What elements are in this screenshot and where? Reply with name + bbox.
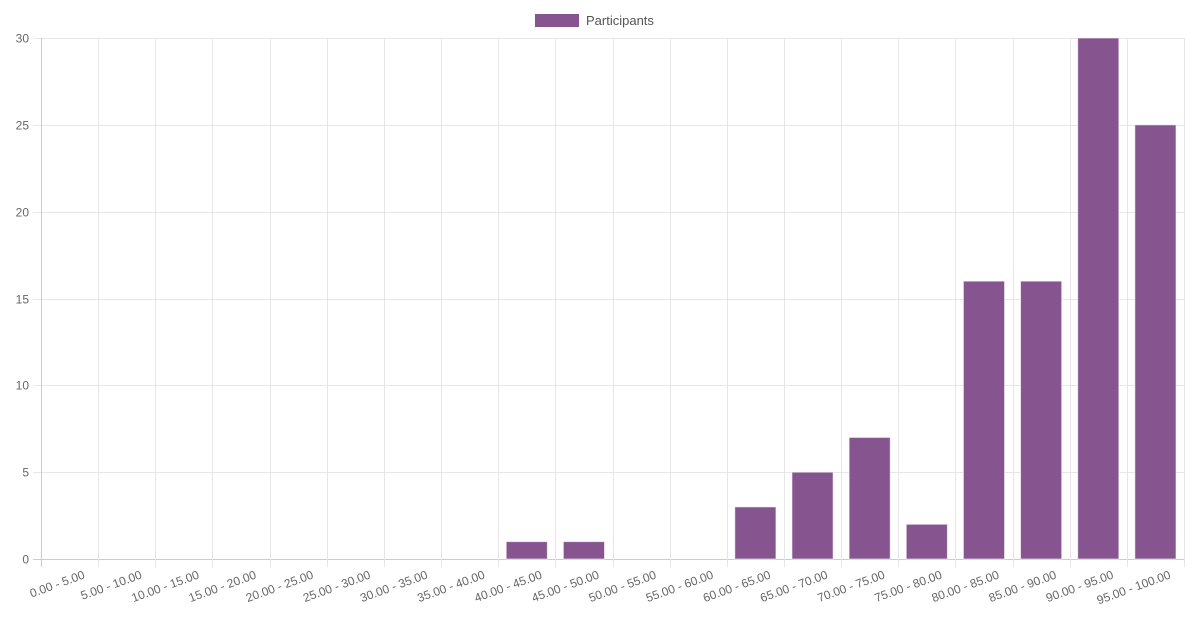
bar-70-00-75-00[interactable]	[848, 436, 891, 560]
legend-swatch[interactable]	[535, 14, 579, 27]
y-tick-label: 10	[16, 379, 30, 393]
y-tick-label: 0	[22, 553, 29, 567]
bar-45-00-50-00[interactable]	[562, 541, 605, 560]
grid-lines	[33, 38, 1185, 567]
bars	[505, 37, 1177, 560]
bar-80-00-85-00[interactable]	[962, 280, 1006, 560]
y-tick-label: 25	[16, 119, 30, 133]
bar-85-00-90-00[interactable]	[1020, 280, 1063, 560]
legend-label[interactable]: Participants	[586, 13, 654, 28]
y-tick-label: 30	[16, 32, 30, 46]
y-tick-label: 20	[16, 206, 30, 220]
x-tick-label: 0.00 - 5.00	[28, 568, 87, 601]
y-axis-ticks: 0 5 10 15 20 25 30	[16, 32, 30, 567]
bar-65-00-70-00[interactable]	[791, 471, 834, 560]
bar-75-00-80-00[interactable]	[905, 523, 948, 560]
y-tick-label: 5	[22, 466, 29, 480]
bar-40-00-45-00[interactable]	[505, 541, 548, 560]
legend[interactable]: Participants	[535, 13, 654, 28]
bar-60-00-65-00[interactable]	[734, 506, 777, 560]
y-tick-label: 15	[16, 293, 30, 307]
bar-95-00-100-00[interactable]	[1134, 124, 1177, 560]
bar-90-00-95-00[interactable]	[1077, 37, 1120, 560]
